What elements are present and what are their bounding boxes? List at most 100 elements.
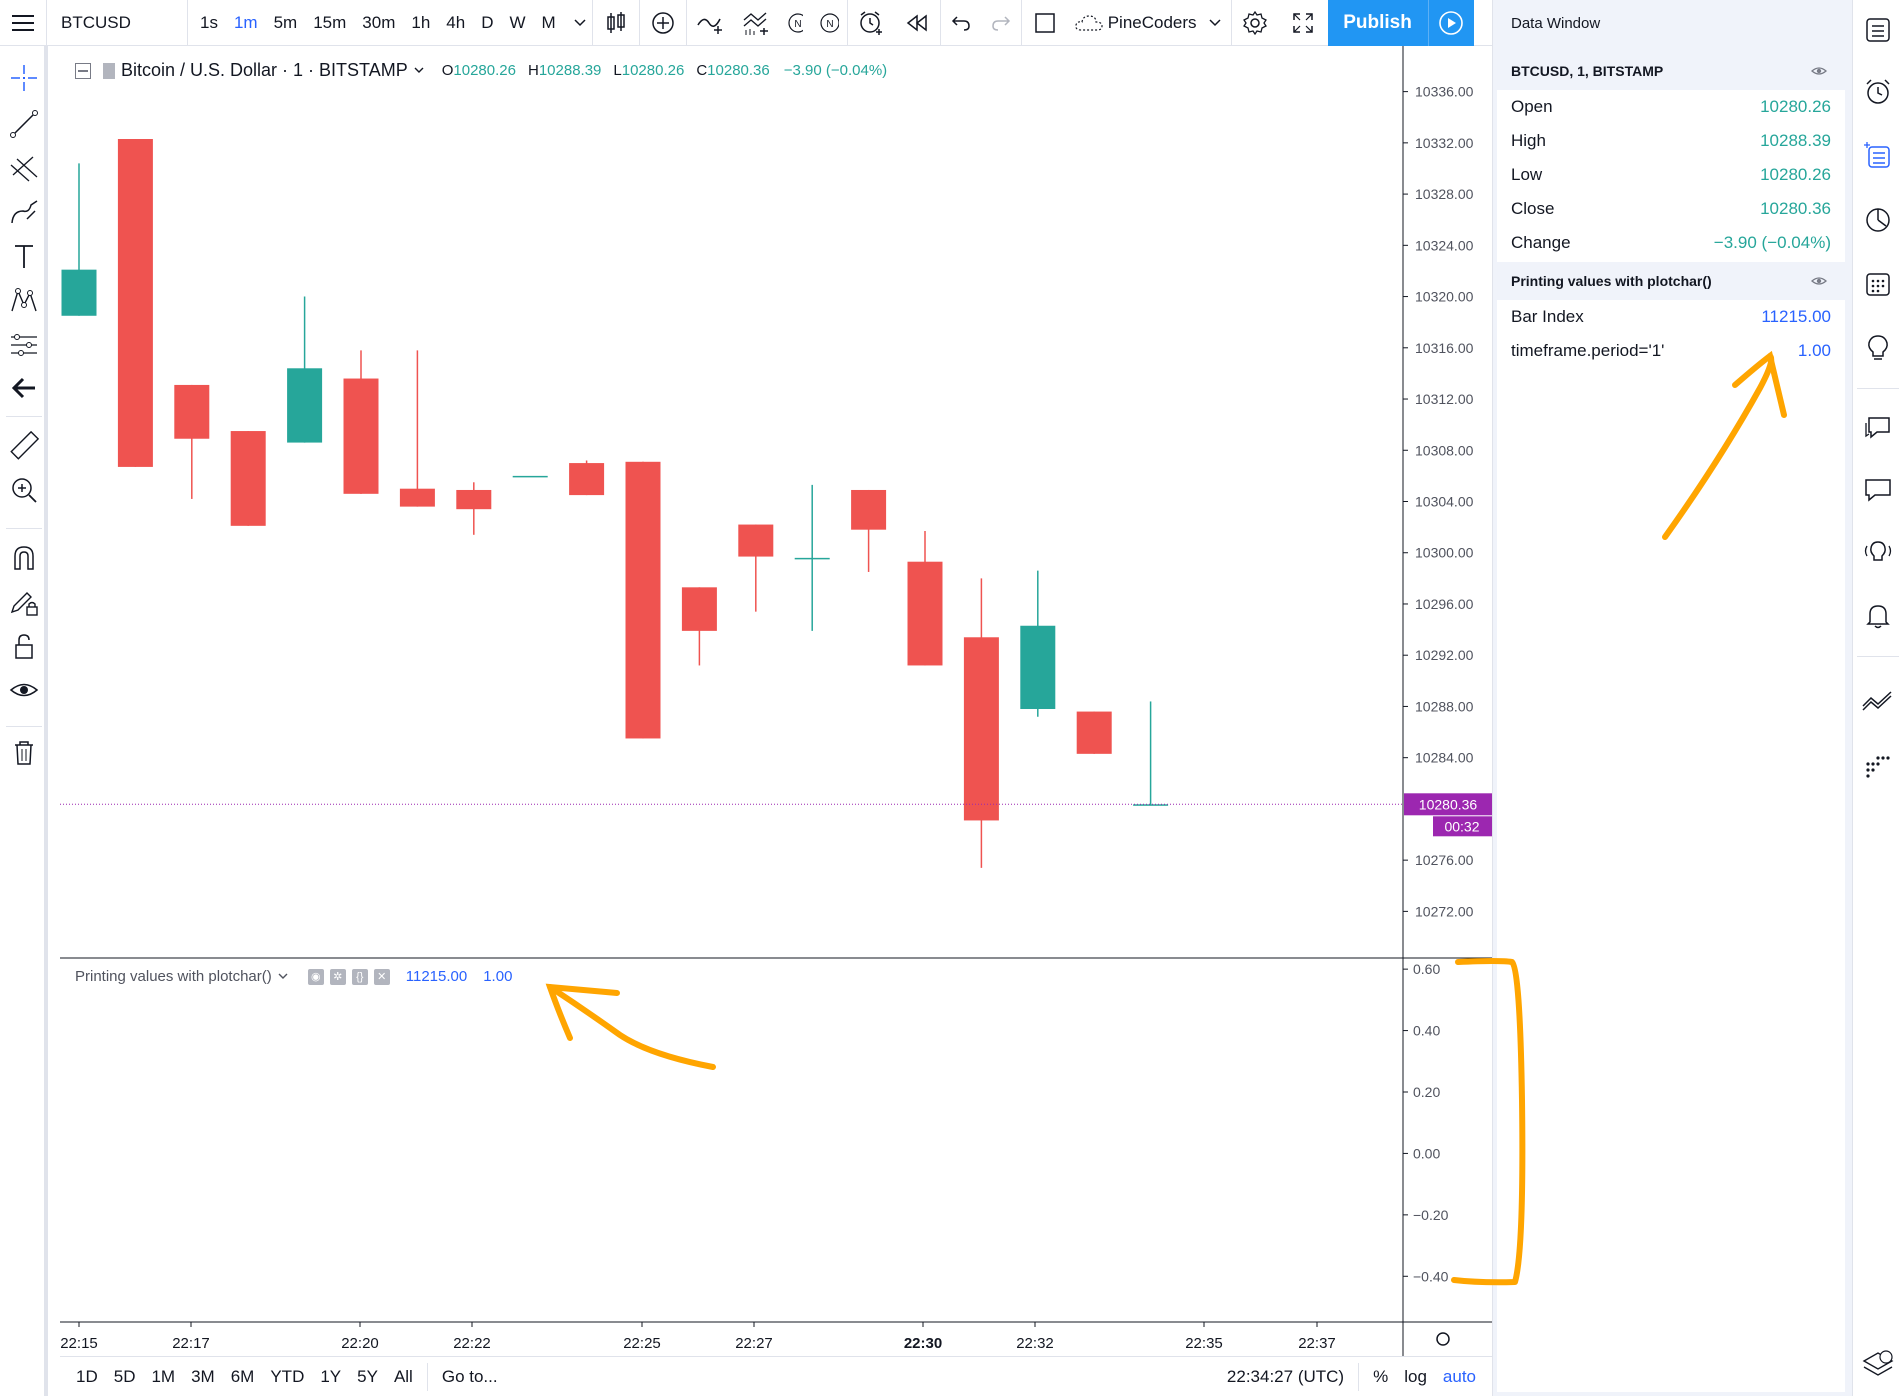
notification-bell-icon[interactable] — [1858, 596, 1898, 636]
trading-panel-icon[interactable] — [1858, 680, 1898, 720]
ruler-icon[interactable] — [4, 428, 44, 464]
layout-square-icon[interactable] — [1022, 0, 1068, 46]
redo-icon[interactable] — [981, 0, 1021, 46]
timeframe-5m[interactable]: 5m — [273, 12, 298, 32]
candles-icon[interactable] — [593, 0, 639, 46]
watchlist-icon[interactable] — [1858, 10, 1898, 50]
range-all[interactable]: All — [393, 1366, 413, 1386]
candle-body — [569, 463, 605, 496]
add-indicator-icon[interactable] — [640, 0, 686, 46]
indicator-title[interactable]: Printing values with plotchar() — [75, 968, 272, 985]
candle-body — [512, 475, 548, 478]
range-5y[interactable]: 5Y — [357, 1366, 378, 1386]
undo-icon[interactable] — [941, 0, 981, 46]
log-toggle[interactable]: log — [1404, 1367, 1427, 1386]
indicator-tick-label: 0.20 — [1413, 1084, 1440, 1100]
candle-body — [738, 524, 774, 557]
data-window-icon[interactable] — [1858, 136, 1898, 176]
n-badge-icon[interactable]: N — [811, 0, 847, 46]
layout-menu[interactable]: PineCoders — [1068, 0, 1231, 46]
lightbulb-icon[interactable] — [1858, 328, 1898, 368]
price-tick-label: 10312.00 — [1415, 391, 1474, 407]
chevron-down-icon[interactable] — [414, 67, 424, 74]
gear-icon[interactable]: ✲ — [329, 968, 346, 985]
lock-pencil-icon[interactable] — [4, 584, 44, 620]
axis-settings-gear-icon[interactable] — [1436, 1332, 1450, 1346]
timeframe-1s[interactable]: 1s — [200, 12, 218, 32]
auto-toggle[interactable]: auto — [1442, 1367, 1476, 1386]
range-1y[interactable]: 1Y — [320, 1366, 342, 1386]
source-code-icon[interactable]: {} — [351, 968, 368, 985]
close-icon[interactable]: ✕ — [373, 968, 390, 985]
compare-icon[interactable] — [687, 0, 733, 46]
brush-icon[interactable] — [4, 194, 44, 230]
eye-icon[interactable]: ◉ — [307, 968, 324, 985]
eye-icon[interactable] — [4, 672, 44, 708]
last-price-badge — [1404, 793, 1492, 816]
menu-icon[interactable] — [0, 0, 46, 46]
price-tick-label: 10328.00 — [1415, 186, 1474, 202]
indicator-legend[interactable]: Printing values with plotchar() ◉ ✲ {} ✕… — [75, 968, 512, 985]
back-arrow-icon[interactable] — [4, 370, 44, 406]
eye-icon[interactable] — [1811, 276, 1827, 286]
unlock-icon[interactable] — [4, 628, 44, 664]
n-badge-icon[interactable]: N — [779, 0, 811, 46]
ideas-stream-icon[interactable] — [1858, 532, 1898, 572]
text-tool-icon[interactable] — [4, 238, 44, 274]
timeframe-15m[interactable]: 15m — [313, 12, 347, 32]
range-ytd[interactable]: YTD — [270, 1366, 305, 1386]
range-5d[interactable]: 5D — [113, 1366, 136, 1386]
utc-clock[interactable]: 22:34:27 (UTC) — [1226, 1367, 1345, 1386]
range-1m[interactable]: 1M — [151, 1366, 176, 1386]
chart-area[interactable]: 10336.00 10332.00 10328.00 10324.00 10320.00… — [60, 46, 1492, 1396]
range-6m[interactable]: 6M — [230, 1366, 255, 1386]
trash-icon[interactable] — [4, 734, 44, 770]
timeframe-4h[interactable]: 4h — [446, 12, 466, 32]
fib-icon[interactable] — [4, 150, 44, 186]
timeframe-D[interactable]: D — [481, 12, 494, 32]
timeframe-1h[interactable]: 1h — [411, 12, 431, 32]
chevron-down-icon[interactable] — [278, 973, 288, 980]
alert-clock-icon[interactable] — [848, 0, 894, 46]
alarm-clock-icon[interactable] — [1858, 72, 1898, 112]
timeframe-W[interactable]: W — [509, 12, 526, 32]
time-tick-label: 22:22 — [453, 1335, 491, 1352]
row-value: 10280.26 — [1760, 97, 1831, 116]
eye-icon[interactable] — [1811, 66, 1827, 76]
magnet-icon[interactable] — [4, 540, 44, 576]
percent-toggle[interactable]: % — [1373, 1367, 1389, 1386]
zoom-in-icon[interactable] — [4, 472, 44, 508]
play-circle-icon[interactable] — [1427, 0, 1474, 46]
series-title[interactable]: Bitcoin / U.S. Dollar · 1 · BITSTAMP — [121, 60, 408, 80]
timeframe-M[interactable]: M — [541, 12, 556, 32]
symbol-search[interactable]: BTCUSD — [61, 12, 131, 32]
chart-canvas[interactable]: 10336.00 10332.00 10328.00 10324.00 10320.00… — [60, 46, 1492, 1396]
indicators-icon[interactable] — [733, 0, 779, 46]
time-tick-label: 22:17 — [172, 1335, 210, 1352]
trend-line-icon[interactable] — [4, 106, 44, 142]
indicator-tick-label: 0.60 — [1413, 961, 1440, 977]
timeframe-30m[interactable]: 30m — [362, 12, 396, 32]
help-stack-icon[interactable] — [1858, 1344, 1898, 1384]
pattern-icon[interactable] — [4, 282, 44, 318]
goto-button[interactable]: Go to... — [441, 1366, 498, 1386]
chevron-down-icon[interactable] — [568, 0, 592, 46]
calendar-icon[interactable] — [1858, 264, 1898, 304]
dom-icon[interactable] — [1858, 744, 1898, 784]
pie-clock-icon[interactable] — [1858, 200, 1898, 240]
timeframe-1m[interactable]: 1m — [233, 12, 258, 32]
replay-icon[interactable] — [894, 0, 940, 46]
publish-button[interactable]: Publish — [1327, 0, 1428, 46]
collapse-legend-icon[interactable] — [75, 62, 91, 79]
prediction-icon[interactable] — [4, 326, 44, 362]
main-series-legend[interactable]: Bitcoin / U.S. Dollar · 1 · BITSTAMP O10… — [75, 60, 887, 81]
chats-icon[interactable] — [1858, 408, 1898, 448]
settings-gear-icon[interactable] — [1232, 0, 1278, 46]
comments-icon[interactable] — [1858, 470, 1898, 510]
price-tick-label: 10296.00 — [1415, 596, 1474, 612]
low-value: 10280.26 — [621, 62, 685, 79]
range-1d[interactable]: 1D — [76, 1366, 98, 1386]
fullscreen-icon[interactable] — [1278, 0, 1328, 46]
crosshair-icon[interactable] — [4, 60, 44, 96]
range-3m[interactable]: 3M — [191, 1366, 215, 1386]
